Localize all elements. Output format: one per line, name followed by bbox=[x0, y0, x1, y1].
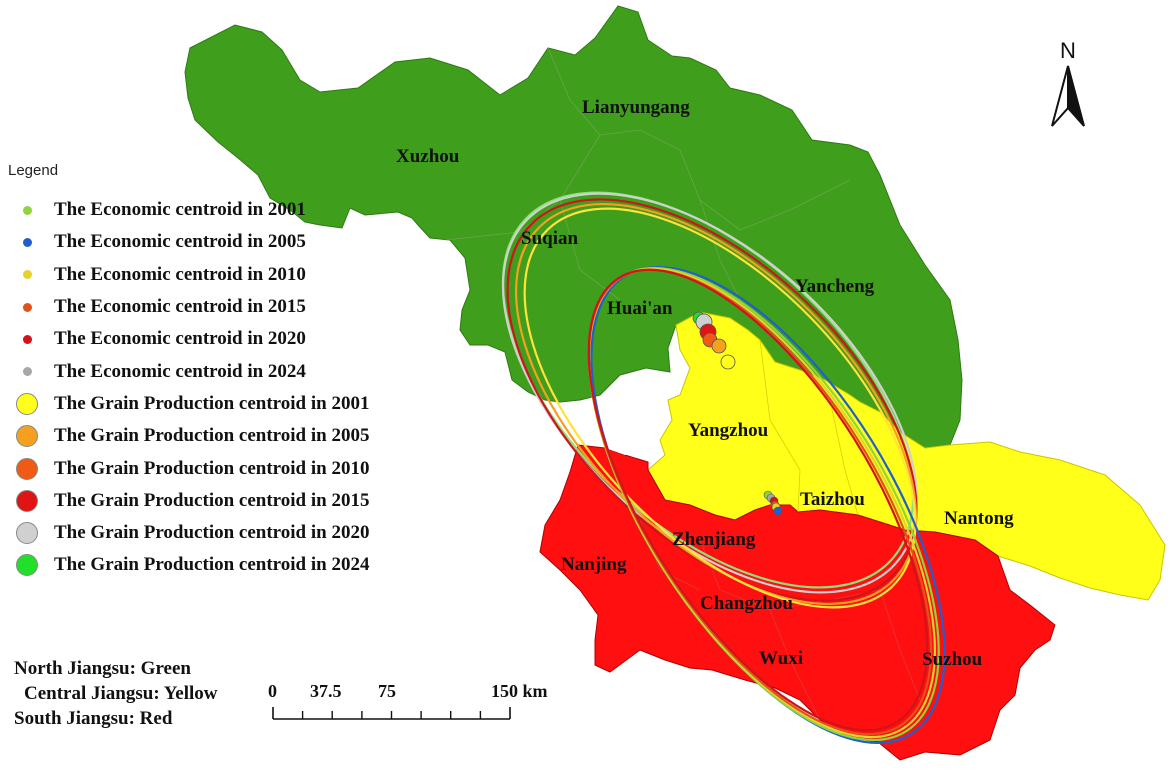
legend-item: The Grain Production centroid in 2005 bbox=[14, 420, 369, 452]
region-key-central: Central Jiangsu: Yellow bbox=[24, 683, 218, 704]
economic-centroid-icon bbox=[22, 270, 32, 280]
scale-bar: 0 37.5 75 150 km bbox=[268, 681, 548, 720]
city-label-nantong: Nantong bbox=[944, 508, 1014, 529]
grain-centroid-icon bbox=[16, 489, 38, 512]
ellipse-econ-red bbox=[587, 268, 929, 732]
legend-label: The Grain Production centroid in 2015 bbox=[54, 489, 370, 511]
legend-label: The Economic centroid in 2001 bbox=[54, 199, 306, 221]
legend-symbol bbox=[14, 554, 40, 577]
legend: The Economic centroid in 2001 The Economi… bbox=[14, 194, 369, 582]
legend-symbol bbox=[14, 457, 40, 480]
legend-item: The Grain Production centroid in 2001 bbox=[14, 388, 369, 420]
economic-centroid-icon bbox=[22, 237, 32, 247]
city-label-suqian: Suqian bbox=[521, 228, 578, 249]
legend-label: The Economic centroid in 2015 bbox=[54, 296, 306, 318]
legend-item: The Grain Production centroid in 2024 bbox=[14, 549, 369, 581]
economic-centroid-icon bbox=[22, 334, 32, 344]
legend-symbol bbox=[14, 425, 40, 448]
legend-label: The Grain Production centroid in 2024 bbox=[54, 554, 370, 576]
economic-centroid-icon bbox=[22, 302, 32, 312]
legend-item: The Economic centroid in 2024 bbox=[14, 355, 369, 387]
lake-gap bbox=[595, 395, 650, 455]
ellipse-large-red bbox=[506, 198, 918, 602]
legend-symbol bbox=[14, 489, 40, 512]
legend-item: The Economic centroid in 2010 bbox=[14, 259, 369, 291]
grain-centroid-icon bbox=[16, 554, 38, 577]
economic-centroid-icon bbox=[22, 367, 32, 377]
city-label-nanjing: Nanjing bbox=[561, 554, 627, 575]
legend-symbol bbox=[14, 334, 40, 344]
legend-item: The Economic centroid in 2001 bbox=[14, 194, 369, 226]
legend-label: The Grain Production centroid in 2020 bbox=[54, 522, 370, 544]
city-label-suzhou: Suzhou bbox=[922, 649, 983, 670]
city-label-huaian: Huai'an bbox=[607, 298, 673, 319]
legend-symbol bbox=[14, 367, 40, 377]
legend-item: The Economic centroid in 2015 bbox=[14, 291, 369, 323]
scale-tick-0: 0 bbox=[268, 681, 277, 701]
city-label-wuxi: Wuxi bbox=[759, 648, 803, 669]
region-key: North Jiangsu: Green Central Jiangsu: Ye… bbox=[14, 656, 218, 731]
legend-title: Legend bbox=[8, 162, 59, 179]
north-arrow-icon: N bbox=[1051, 38, 1085, 127]
legend-item: The Economic centroid in 2005 bbox=[14, 226, 369, 258]
legend-symbol bbox=[14, 270, 40, 280]
legend-label: The Economic centroid in 2005 bbox=[54, 231, 306, 253]
scale-tick-75: 75 bbox=[378, 681, 396, 701]
legend-item: The Economic centroid in 2020 bbox=[14, 323, 369, 355]
scale-tick-150-km: 150 km bbox=[491, 681, 548, 701]
grain-centroid-2001 bbox=[720, 354, 736, 370]
ellipses bbox=[501, 191, 946, 745]
city-label-zhenjiang: Zhenjiang bbox=[672, 529, 756, 550]
grain-centroid-icon bbox=[16, 457, 38, 480]
legend-label: The Grain Production centroid in 2001 bbox=[54, 392, 370, 414]
city-label-taizhou: Taizhou bbox=[800, 489, 865, 510]
grain-centroid-icon bbox=[16, 425, 38, 448]
legend-symbol bbox=[14, 237, 40, 247]
north-arrow-label: N bbox=[1060, 38, 1076, 63]
legend-symbol bbox=[14, 205, 40, 215]
scale-tick-37-5: 37.5 bbox=[310, 681, 342, 701]
legend-label: The Grain Production centroid in 2005 bbox=[54, 425, 370, 447]
legend-symbol bbox=[14, 302, 40, 312]
legend-symbol bbox=[14, 392, 40, 415]
city-label-yancheng: Yancheng bbox=[795, 276, 875, 297]
legend-label: The Economic centroid in 2020 bbox=[54, 328, 306, 350]
economic-centroids bbox=[763, 490, 783, 516]
grain-centroid-icon bbox=[16, 522, 38, 545]
legend-label: The Economic centroid in 2024 bbox=[54, 360, 306, 382]
legend-label: The Grain Production centroid in 2010 bbox=[54, 457, 370, 479]
legend-symbol bbox=[14, 522, 40, 545]
economic-centroid-2005 bbox=[773, 506, 783, 516]
legend-label: The Economic centroid in 2010 bbox=[54, 263, 306, 285]
legend-item: The Grain Production centroid in 2020 bbox=[14, 517, 369, 549]
economic-centroid-icon bbox=[22, 205, 32, 215]
grain-centroid-icon bbox=[16, 392, 38, 415]
ellipse-large-gray bbox=[501, 192, 919, 594]
city-label-xuzhou: Xuzhou bbox=[396, 146, 460, 167]
city-label-yangzhou: Yangzhou bbox=[688, 420, 769, 441]
region-key-south: South Jiangsu: Red bbox=[14, 708, 173, 729]
region-key-north: North Jiangsu: Green bbox=[14, 658, 191, 679]
grain-centroids bbox=[692, 311, 736, 370]
boundaries-central bbox=[759, 339, 859, 516]
grain-centroid-2005 bbox=[711, 338, 727, 354]
city-label-changzhou: Changzhou bbox=[700, 593, 793, 614]
ellipse-large-orange bbox=[514, 202, 918, 606]
legend-item: The Grain Production centroid in 2010 bbox=[14, 452, 369, 484]
legend-item: The Grain Production centroid in 2015 bbox=[14, 485, 369, 517]
city-label-lianyungang: Lianyungang bbox=[582, 97, 690, 118]
